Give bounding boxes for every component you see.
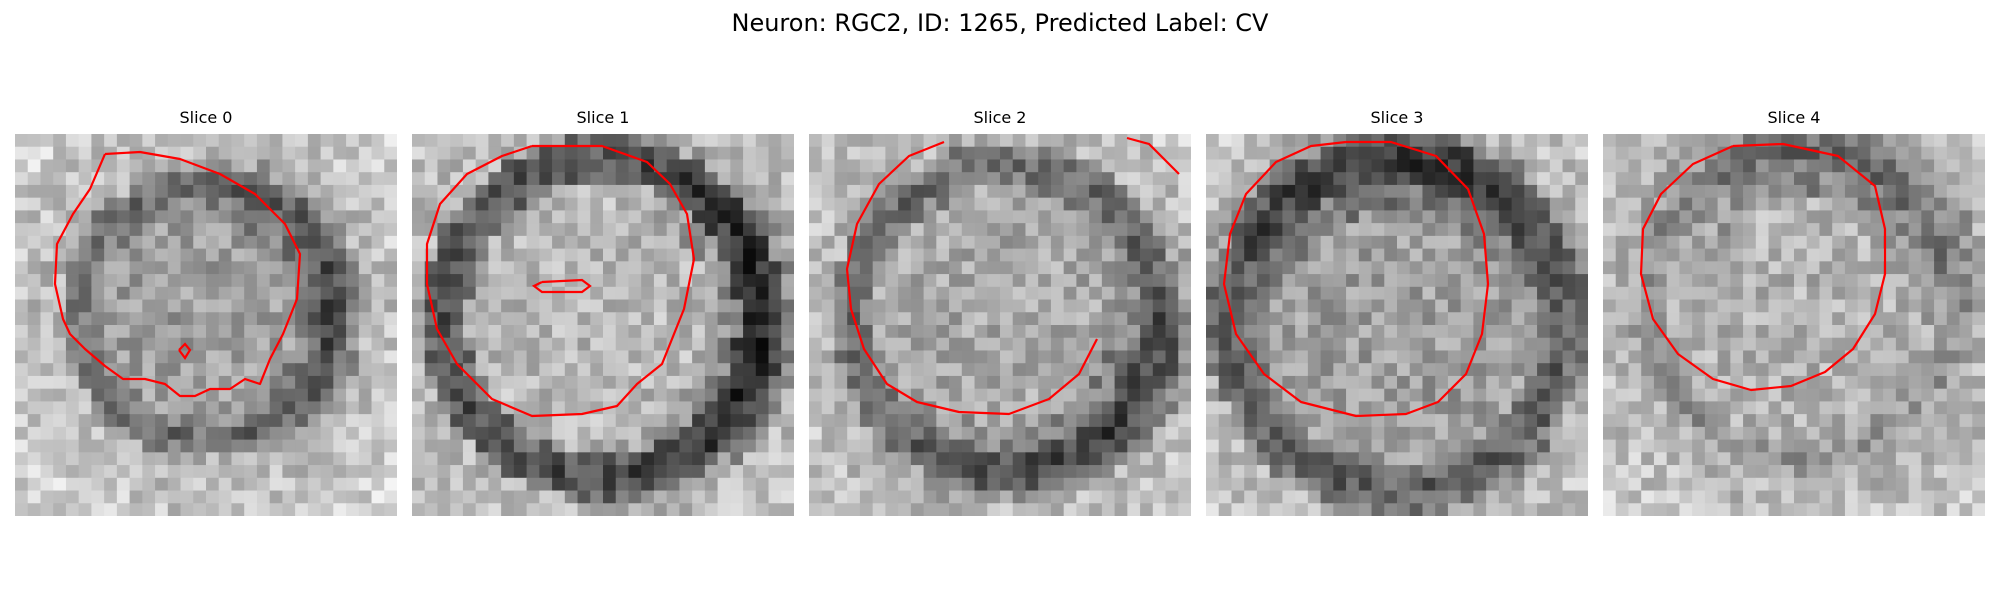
slice-panel-3: Slice 3: [1206, 108, 1588, 516]
slice-title-4: Slice 4: [1767, 108, 1821, 127]
slice-title-3: Slice 3: [1370, 108, 1424, 127]
slice-image-3: [1206, 134, 1588, 516]
slice-title-1: Slice 1: [576, 108, 630, 127]
figure-title: Neuron: RGC2, ID: 1265, Predicted Label:…: [731, 9, 1269, 37]
slice-pixels-0: [15, 134, 397, 516]
slice-panel-1: Slice 1: [412, 108, 794, 516]
segmentation-inner-blob-0: [178, 342, 192, 360]
segmentation-contour-fragment-2: [1126, 136, 1180, 175]
segmentation-contour-4: [1639, 142, 1887, 392]
slice-title-0: Slice 0: [179, 108, 233, 127]
segmentation-inner-blob-1: [531, 278, 592, 294]
segmentation-contour-1: [425, 144, 696, 418]
slice-title-2: Slice 2: [973, 108, 1027, 127]
slice-panel-2: Slice 2: [809, 108, 1191, 516]
slice-panel-0: Slice 0: [15, 108, 397, 516]
slice-panel-4: Slice 4: [1603, 108, 1985, 516]
slice-image-0: [15, 134, 397, 516]
segmentation-contour-3: [1222, 140, 1490, 418]
slice-pixels-2: [809, 134, 1191, 516]
slice-pixels-4: [1603, 134, 1985, 516]
segmentation-contour-0: [53, 150, 302, 398]
slice-image-2: [809, 134, 1191, 516]
segmentation-contour-2: [845, 140, 1098, 416]
slice-pixels-3: [1206, 134, 1588, 516]
slice-image-1: [412, 134, 794, 516]
slice-image-4: [1603, 134, 1985, 516]
slice-pixels-1: [412, 134, 794, 516]
